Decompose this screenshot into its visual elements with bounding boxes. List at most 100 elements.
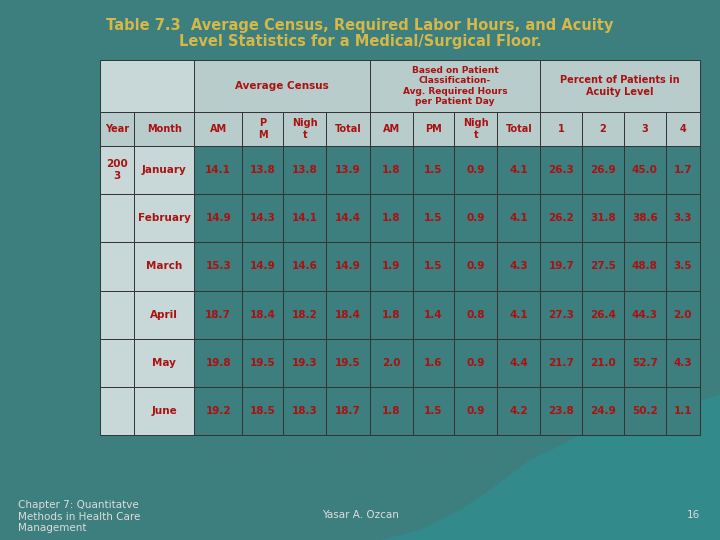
Text: 21.0: 21.0 bbox=[590, 357, 616, 368]
Bar bbox=[498, 387, 541, 435]
Bar bbox=[100, 291, 135, 339]
Text: 1.1: 1.1 bbox=[673, 406, 692, 416]
Text: 19.5: 19.5 bbox=[250, 357, 276, 368]
Bar bbox=[326, 291, 369, 339]
Bar bbox=[413, 291, 454, 339]
Text: 14.1: 14.1 bbox=[205, 165, 231, 175]
Bar bbox=[369, 291, 413, 339]
Text: 4.3: 4.3 bbox=[510, 261, 528, 272]
Text: Year: Year bbox=[105, 124, 130, 134]
Text: 18.3: 18.3 bbox=[292, 406, 318, 416]
Bar bbox=[413, 242, 454, 291]
Bar bbox=[665, 242, 700, 291]
Bar bbox=[243, 242, 284, 291]
Text: 4.1: 4.1 bbox=[510, 165, 528, 175]
Text: 0.9: 0.9 bbox=[467, 406, 485, 416]
Bar bbox=[194, 339, 243, 387]
Bar bbox=[541, 242, 582, 291]
Text: 14.4: 14.4 bbox=[335, 213, 361, 223]
Text: Yasar A. Ozcan: Yasar A. Ozcan bbox=[322, 510, 398, 520]
Text: 2.0: 2.0 bbox=[382, 357, 400, 368]
Bar bbox=[454, 339, 498, 387]
Text: AM: AM bbox=[210, 124, 227, 134]
Bar bbox=[135, 146, 194, 194]
Bar bbox=[541, 60, 700, 112]
Bar bbox=[582, 242, 624, 291]
Text: 1.7: 1.7 bbox=[673, 165, 692, 175]
Bar bbox=[135, 339, 194, 387]
Text: 4.4: 4.4 bbox=[510, 357, 528, 368]
Text: 1.5: 1.5 bbox=[424, 261, 443, 272]
Text: 3.5: 3.5 bbox=[673, 261, 692, 272]
Bar bbox=[100, 339, 135, 387]
Bar bbox=[665, 146, 700, 194]
Bar bbox=[284, 242, 326, 291]
Text: 1.6: 1.6 bbox=[424, 357, 443, 368]
Bar bbox=[369, 242, 413, 291]
Bar bbox=[243, 146, 284, 194]
Bar bbox=[326, 112, 369, 146]
Text: 16: 16 bbox=[687, 510, 700, 520]
Text: 13.9: 13.9 bbox=[336, 165, 361, 175]
Bar bbox=[582, 112, 624, 146]
Bar bbox=[284, 194, 326, 242]
Text: 0.9: 0.9 bbox=[467, 213, 485, 223]
Text: 19.5: 19.5 bbox=[336, 357, 361, 368]
Bar bbox=[498, 242, 541, 291]
Text: January: January bbox=[142, 165, 186, 175]
Bar bbox=[541, 194, 582, 242]
Bar bbox=[454, 387, 498, 435]
Text: Month: Month bbox=[147, 124, 181, 134]
Bar bbox=[326, 146, 369, 194]
Bar bbox=[413, 112, 454, 146]
Text: 14.9: 14.9 bbox=[250, 261, 276, 272]
Text: 0.9: 0.9 bbox=[467, 261, 485, 272]
Text: 23.8: 23.8 bbox=[549, 406, 574, 416]
Bar bbox=[665, 291, 700, 339]
Bar bbox=[624, 146, 665, 194]
Text: 1: 1 bbox=[558, 124, 564, 134]
Bar bbox=[100, 242, 135, 291]
Text: 38.6: 38.6 bbox=[632, 213, 657, 223]
Text: 4: 4 bbox=[680, 124, 686, 134]
Text: 4.2: 4.2 bbox=[510, 406, 528, 416]
Bar bbox=[624, 387, 665, 435]
Bar bbox=[369, 60, 541, 112]
Text: 19.3: 19.3 bbox=[292, 357, 318, 368]
Text: AM: AM bbox=[382, 124, 400, 134]
Bar bbox=[582, 146, 624, 194]
Bar bbox=[624, 339, 665, 387]
Bar bbox=[100, 60, 194, 112]
Bar bbox=[326, 339, 369, 387]
Text: 1.5: 1.5 bbox=[424, 406, 443, 416]
Bar bbox=[541, 387, 582, 435]
Text: Level Statistics for a Medical/Surgical Floor.: Level Statistics for a Medical/Surgical … bbox=[179, 34, 541, 49]
Bar bbox=[243, 194, 284, 242]
Bar bbox=[498, 339, 541, 387]
Bar bbox=[243, 112, 284, 146]
Bar bbox=[665, 387, 700, 435]
Text: 0.9: 0.9 bbox=[467, 357, 485, 368]
Bar bbox=[582, 194, 624, 242]
Bar bbox=[624, 242, 665, 291]
Bar bbox=[369, 387, 413, 435]
Bar bbox=[135, 387, 194, 435]
Text: 14.3: 14.3 bbox=[250, 213, 276, 223]
Text: April: April bbox=[150, 309, 178, 320]
Text: 4.1: 4.1 bbox=[510, 213, 528, 223]
Text: 31.8: 31.8 bbox=[590, 213, 616, 223]
Bar bbox=[194, 194, 243, 242]
Bar bbox=[284, 339, 326, 387]
Bar bbox=[369, 112, 413, 146]
Bar bbox=[194, 60, 369, 112]
Text: 14.1: 14.1 bbox=[292, 213, 318, 223]
Bar bbox=[135, 242, 194, 291]
Text: 3: 3 bbox=[642, 124, 648, 134]
Text: 19.8: 19.8 bbox=[205, 357, 231, 368]
Bar bbox=[582, 291, 624, 339]
Bar bbox=[498, 291, 541, 339]
Bar bbox=[665, 194, 700, 242]
Text: 0.9: 0.9 bbox=[467, 165, 485, 175]
Text: 1.5: 1.5 bbox=[424, 165, 443, 175]
Text: Chapter 7: Quantitatve
Methods in Health Care
Management: Chapter 7: Quantitatve Methods in Health… bbox=[18, 500, 140, 533]
